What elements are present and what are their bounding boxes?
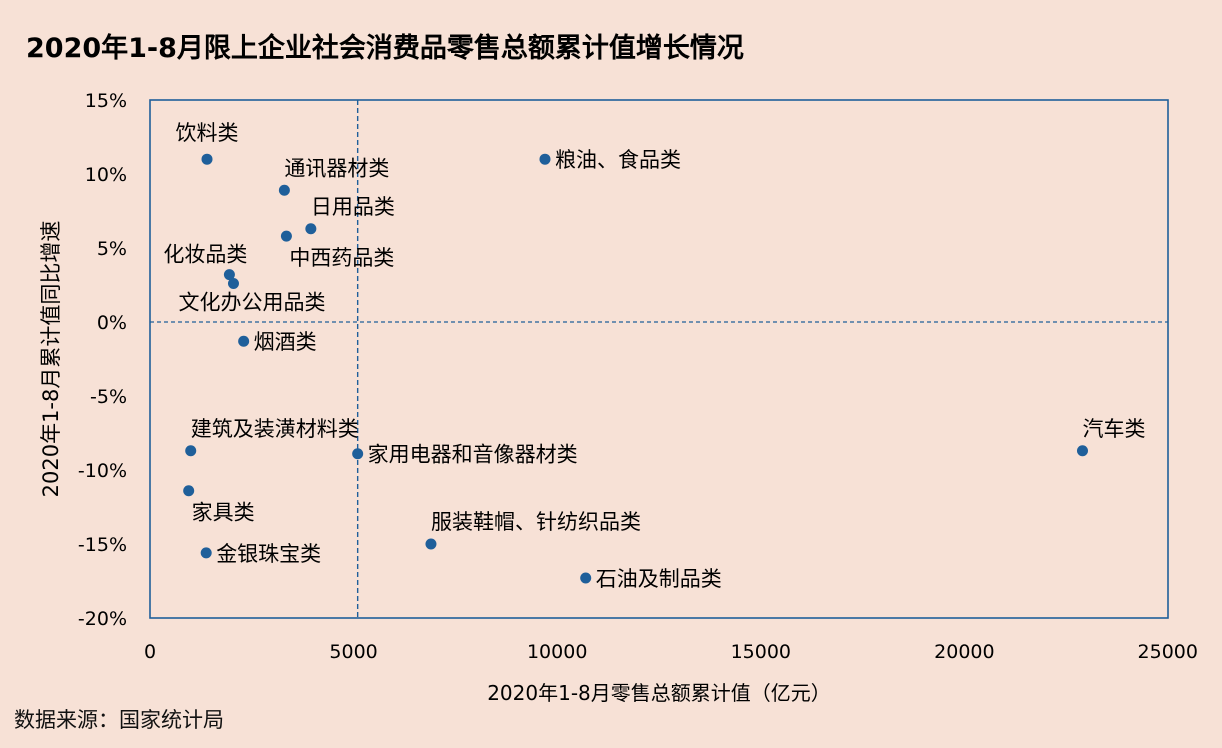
data-point (238, 335, 250, 347)
y-tick-label: 10% (85, 164, 127, 186)
data-point (201, 153, 213, 165)
plot-area-frame (149, 99, 1169, 619)
data-point (223, 269, 235, 281)
y-tick-label: 5% (97, 238, 127, 260)
data-point (352, 448, 364, 460)
chart-title: 2020年1-8月限上企业社会消费品零售总额累计值增长情况 (26, 33, 744, 64)
x-tick-label: 25000 (1138, 641, 1198, 663)
source-note: 数据来源：国家统计局 (14, 708, 224, 732)
data-point (183, 485, 195, 497)
data-point-label: 粮油、食品类 (555, 148, 681, 172)
x-tick-label: 20000 (934, 641, 994, 663)
data-point-label: 服装鞋帽、针纺织品类 (431, 510, 641, 534)
x-axis-title: 2020年1-8月零售总额累计值（亿元） (487, 681, 831, 705)
y-tick-label: -15% (78, 534, 127, 556)
data-point (425, 538, 437, 550)
data-point-label: 文化办公用品类 (178, 291, 325, 315)
y-tick-label: -10% (78, 460, 127, 482)
data-point (305, 223, 317, 235)
data-point-label: 中西药品类 (289, 246, 394, 270)
data-point-label: 汽车类 (1082, 417, 1145, 441)
data-point-label: 家用电器和音像器材类 (368, 443, 578, 467)
x-tick-label: 15000 (731, 641, 791, 663)
y-tick-label: -20% (78, 608, 127, 630)
data-point-label: 化妆品类 (163, 243, 247, 267)
x-tick-label: 0 (144, 641, 156, 663)
data-point-label: 家具类 (192, 501, 255, 525)
y-axis-ticks: 15% 10% 5% 0% -5% -10% -15% -20% (78, 90, 127, 630)
data-point-label: 烟酒类 (254, 330, 317, 354)
y-tick-label: -5% (90, 386, 127, 408)
x-tick-label: 5000 (329, 641, 377, 663)
data-point-label: 石油及制品类 (596, 567, 722, 591)
data-point (185, 445, 197, 457)
data-point (227, 278, 239, 290)
data-point (1076, 445, 1088, 457)
x-axis-ticks: 0 5000 10000 15000 20000 25000 (144, 641, 1198, 663)
y-tick-label: 15% (85, 90, 127, 112)
reference-lines (150, 100, 1168, 618)
y-axis-title: 2020年1-8月累计值同比增速 (39, 221, 63, 498)
data-point (280, 230, 292, 242)
data-point-label: 建筑及装潢材料类 (191, 417, 359, 441)
data-point (539, 153, 551, 165)
data-point-label: 饮料类 (176, 121, 239, 145)
data-point (580, 572, 592, 584)
x-tick-label: 10000 (527, 641, 587, 663)
data-point-label: 日用品类 (311, 195, 395, 219)
data-point-label: 通讯器材类 (284, 156, 389, 180)
data-point (278, 184, 290, 196)
data-point-label: 金银珠宝类 (216, 542, 321, 566)
y-tick-label: 0% (97, 312, 127, 334)
data-point (200, 547, 212, 559)
